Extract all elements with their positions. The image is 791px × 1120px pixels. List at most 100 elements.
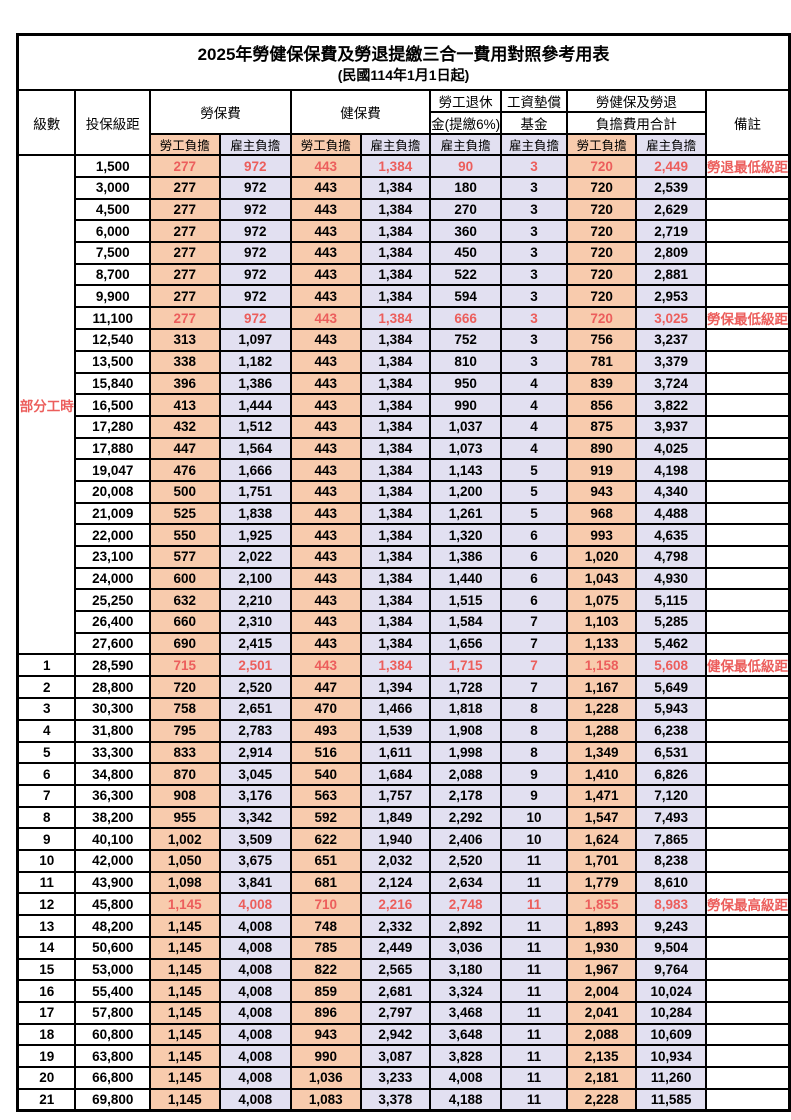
cell-labor-employer: 1,838 — [218, 501, 293, 526]
cell-health-employer: 1,384 — [359, 219, 432, 244]
table-row: 26,400 660 2,310 443 1,384 1,584 7 1,103 5,285 — [18, 610, 791, 634]
cell-remark: 勞保最低級距 — [704, 306, 791, 331]
cell-total-employer: 4,635 — [635, 523, 707, 547]
cell-total-employer: 5,608 — [635, 653, 707, 678]
cell-labor-employer: 3,841 — [218, 870, 293, 895]
cell-health-employee: 443 — [290, 176, 362, 200]
cell-health-employee: 651 — [290, 848, 362, 873]
cell-labor-employer: 1,386 — [218, 371, 293, 396]
cell-bracket: 26,400 — [74, 610, 151, 634]
cell-health-employer: 1,757 — [359, 783, 432, 808]
table-row: 15 53,000 1,145 4,008 822 2,565 3,180 11 1,967 9,… — [16, 957, 791, 982]
cell-labor-employer: 4,008 — [218, 1087, 293, 1112]
cell-remark — [704, 848, 791, 873]
cell-health-employer: 1,384 — [359, 393, 432, 417]
cell-total-employer: 7,493 — [635, 805, 707, 830]
cell-total-employer: 6,238 — [635, 718, 707, 743]
cell-health-employer: 1,684 — [359, 762, 432, 786]
cell-arrears-employer: 11 — [500, 848, 568, 873]
cell-remark: 健保最低級距 — [704, 653, 791, 678]
cell-labor-employer: 972 — [218, 154, 293, 178]
cell-labor-employer: 3,176 — [218, 783, 293, 808]
table-row: 24,000 600 2,100 443 1,384 1,440 6 1,043 4,930 — [18, 566, 791, 591]
cell-arrears-employer: 11 — [500, 870, 568, 895]
cell-bracket: 7,500 — [74, 241, 151, 265]
cell-total-employee: 1,228 — [565, 697, 638, 721]
cell-health-employee: 681 — [290, 870, 362, 895]
cell-labor-employer: 2,520 — [218, 675, 293, 700]
cell-bracket: 30,300 — [74, 697, 151, 721]
cell-pension-employer: 990 — [429, 393, 503, 417]
cell-bracket: 4,500 — [74, 197, 151, 222]
cell-total-employee: 1,547 — [565, 805, 638, 830]
cell-remark — [704, 241, 791, 265]
cell-remark — [704, 566, 791, 591]
cell-remark — [704, 827, 791, 851]
cell-labor-employer: 2,022 — [218, 545, 293, 569]
cell-arrears-employer: 11 — [500, 1001, 568, 1025]
cell-total-employee: 993 — [565, 523, 638, 547]
table-row: 4 31,800 795 2,783 493 1,539 1,908 8 1,288 6,238 — [16, 718, 791, 743]
cell-health-employee: 443 — [290, 566, 362, 591]
cell-labor-employee: 955 — [148, 805, 221, 830]
cell-labor-employer: 4,008 — [218, 914, 293, 938]
header-arrears-line1: 工資墊償 — [500, 89, 568, 113]
cell-total-employer: 2,719 — [635, 219, 707, 244]
header-arrears-line2: 基金 — [500, 111, 568, 135]
cell-health-employer: 1,539 — [359, 718, 432, 743]
cell-remark — [704, 176, 791, 200]
cell-labor-employee: 277 — [148, 241, 221, 265]
cell-pension-employer: 1,584 — [429, 610, 503, 634]
cell-level: 4 — [16, 718, 77, 743]
cell-arrears-employer: 3 — [500, 262, 568, 287]
cell-health-employer: 2,216 — [359, 892, 432, 917]
cell-total-employer: 6,826 — [635, 762, 707, 786]
cell-health-employer: 1,384 — [359, 154, 432, 178]
cell-remark — [704, 979, 791, 1004]
table-row: 12,540 313 1,097 443 1,384 752 3 756 3,237 — [18, 328, 791, 352]
table-row: 15,840 396 1,386 443 1,384 950 4 839 3,724 — [18, 371, 791, 396]
table-row: 13,500 338 1,182 443 1,384 810 3 781 3,379 — [18, 349, 791, 374]
table-row: 3 30,300 758 2,651 470 1,466 1,818 8 1,228 5,943 — [16, 697, 791, 721]
cell-total-employer: 7,865 — [635, 827, 707, 851]
table-row: 10 42,000 1,050 3,675 651 2,032 2,520 11 1,701 8,… — [16, 848, 791, 873]
cell-health-employee: 443 — [290, 154, 362, 178]
cell-level: 2 — [16, 675, 77, 700]
cell-pension-employer: 594 — [429, 284, 503, 309]
cell-pension-employer: 1,320 — [429, 523, 503, 547]
cell-pension-employer: 752 — [429, 328, 503, 352]
table-title: 2025年勞健保保費及勞退提繳三合一費用對照參考用表 — [197, 44, 610, 64]
table-row: 12 45,800 1,145 4,008 710 2,216 2,748 11 1,855 8,… — [16, 892, 791, 917]
cell-arrears-employer: 10 — [500, 827, 568, 851]
cell-bracket: 28,590 — [74, 653, 151, 678]
cell-arrears-employer: 11 — [500, 892, 568, 917]
header-health-employee: 勞工負擔 — [290, 133, 362, 156]
cell-labor-employer: 1,097 — [218, 328, 293, 352]
cell-total-employee: 1,471 — [565, 783, 638, 808]
cell-arrears-employer: 6 — [500, 588, 568, 613]
cell-pension-employer: 2,292 — [429, 805, 503, 830]
header-labor-employee: 勞工負擔 — [148, 133, 221, 156]
cell-bracket: 43,900 — [74, 870, 151, 895]
cell-remark — [704, 1022, 791, 1047]
cell-arrears-employer: 8 — [500, 740, 568, 765]
cell-pension-employer: 1,200 — [429, 479, 503, 504]
cell-arrears-employer: 4 — [500, 436, 568, 461]
cell-labor-employee: 720 — [148, 675, 221, 700]
cell-health-employer: 2,942 — [359, 1022, 432, 1047]
cell-labor-employee: 660 — [148, 610, 221, 634]
cell-total-employer: 10,934 — [635, 1044, 707, 1069]
cell-total-employer: 4,340 — [635, 479, 707, 504]
cell-labor-employee: 833 — [148, 740, 221, 765]
cell-remark — [704, 414, 791, 439]
cell-arrears-employer: 4 — [500, 414, 568, 439]
cell-total-employer: 3,724 — [635, 371, 707, 396]
table-row: 13 48,200 1,145 4,008 748 2,332 2,892 11 1,893 9,… — [16, 914, 791, 938]
cell-labor-employee: 1,145 — [148, 979, 221, 1004]
cell-health-employee: 443 — [290, 393, 362, 417]
header-pension-employer: 雇主負擔 — [429, 133, 503, 156]
cell-labor-employee: 870 — [148, 762, 221, 786]
header-total-line2: 負擔費用合計 — [565, 111, 707, 135]
cell-total-employer: 5,285 — [635, 610, 707, 634]
cell-total-employer: 4,198 — [635, 458, 707, 482]
